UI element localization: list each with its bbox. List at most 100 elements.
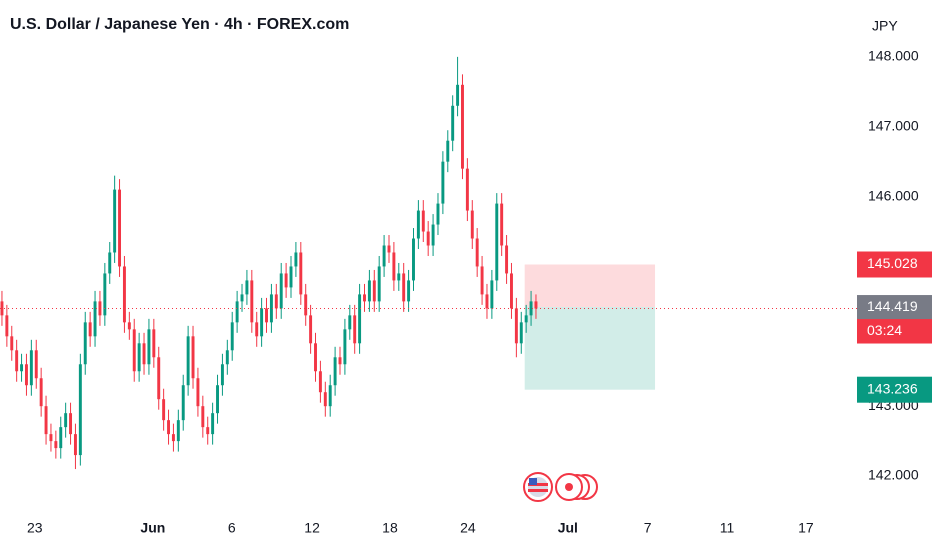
candle-body <box>176 420 180 442</box>
candle-body <box>98 301 102 316</box>
candle-body <box>29 350 33 386</box>
candle-body <box>206 427 210 435</box>
candle-body <box>186 336 190 386</box>
candle-body <box>235 301 239 323</box>
candle-body <box>220 364 224 386</box>
candle-body <box>333 357 337 386</box>
candle-body <box>269 294 273 323</box>
candle-body <box>387 245 391 253</box>
x-tick-label: 23 <box>27 520 43 536</box>
candle-body <box>299 252 303 295</box>
candle-body <box>480 266 484 295</box>
stop-zone <box>524 264 656 308</box>
x-tick-label: 17 <box>798 520 814 536</box>
candle-body <box>412 238 415 281</box>
candle-body <box>10 336 14 351</box>
y-tick-label: 147.000 <box>868 117 919 133</box>
candle-body <box>328 385 332 407</box>
candle-body <box>284 273 288 288</box>
candle-body <box>230 322 234 351</box>
candle-body <box>318 371 322 393</box>
x-tick-label: 11 <box>720 520 735 536</box>
candle-body <box>211 413 215 435</box>
candle-body <box>39 378 43 407</box>
candle-body <box>44 406 48 435</box>
candle-body <box>338 357 342 365</box>
entry-price-label: 144.419 <box>867 298 918 314</box>
candle-body <box>461 84 464 169</box>
candle-body <box>132 329 136 372</box>
candle-body <box>103 273 107 316</box>
candle-body <box>24 364 28 386</box>
candle-body <box>446 140 450 162</box>
candle-body <box>294 252 298 267</box>
candle-body <box>152 329 156 358</box>
candle-body <box>304 294 308 316</box>
candle-body <box>201 406 205 428</box>
y-tick-label: 148.000 <box>868 48 919 64</box>
candle-body <box>314 343 317 372</box>
candle-body <box>49 434 53 442</box>
candle-body <box>171 434 175 442</box>
candle-body <box>382 245 386 267</box>
candle-body <box>20 364 24 372</box>
candle-body <box>245 280 249 295</box>
candle-body <box>167 420 170 435</box>
candle-body <box>309 315 313 344</box>
candle-body <box>495 203 499 281</box>
candle-body <box>118 189 122 267</box>
target-price-label: 143.236 <box>867 380 918 396</box>
candle-body <box>113 189 117 253</box>
candle-body <box>142 343 146 365</box>
candle-body <box>240 294 244 302</box>
candle-body <box>451 105 455 141</box>
candle-body <box>514 308 518 344</box>
candle-body <box>343 329 347 365</box>
candle-body <box>441 161 445 204</box>
candle-body <box>279 273 283 309</box>
candle-body <box>372 280 376 302</box>
x-tick-label: 6 <box>228 520 236 536</box>
x-tick-label: 18 <box>382 520 398 536</box>
candle-body <box>216 385 219 414</box>
x-tick-label: Jul <box>558 520 578 536</box>
candle-body <box>93 301 97 337</box>
x-tick-label: 24 <box>460 520 476 536</box>
candle-body <box>519 322 523 344</box>
y-tick-label: 146.000 <box>868 187 919 203</box>
candle-body <box>78 364 82 456</box>
candle-body <box>353 315 357 344</box>
candle-body <box>490 280 494 309</box>
candle-body <box>137 343 141 372</box>
candle-body <box>407 280 411 302</box>
candle-body <box>436 203 440 225</box>
candle-body <box>157 357 161 400</box>
candle-body <box>363 294 366 302</box>
candle-body <box>108 252 112 274</box>
candle-body <box>426 231 430 246</box>
candle-body <box>73 434 77 456</box>
candle-body <box>416 210 420 239</box>
candle-body <box>500 203 504 246</box>
candle-body <box>250 280 254 323</box>
candle-body <box>0 301 4 316</box>
candle-body <box>127 322 131 330</box>
candle-body <box>431 224 435 246</box>
candle-body <box>147 329 151 365</box>
candle-body <box>465 168 469 211</box>
candle-body <box>64 413 68 428</box>
candle-body <box>510 273 513 309</box>
candle-body <box>265 308 268 323</box>
chart-title: U.S. Dollar / Japanese Yen · 4h · FOREX.… <box>10 16 349 33</box>
entry-price-label-bg <box>857 295 932 320</box>
candle-body <box>122 266 126 323</box>
candle-body <box>367 280 371 302</box>
event-icons <box>523 472 598 502</box>
target-price-label-bg <box>857 376 932 403</box>
candle-body <box>534 301 538 309</box>
target-zone <box>524 307 656 390</box>
candle-body <box>470 210 474 239</box>
currency-label: JPY <box>872 18 898 34</box>
candle-body <box>191 336 195 379</box>
